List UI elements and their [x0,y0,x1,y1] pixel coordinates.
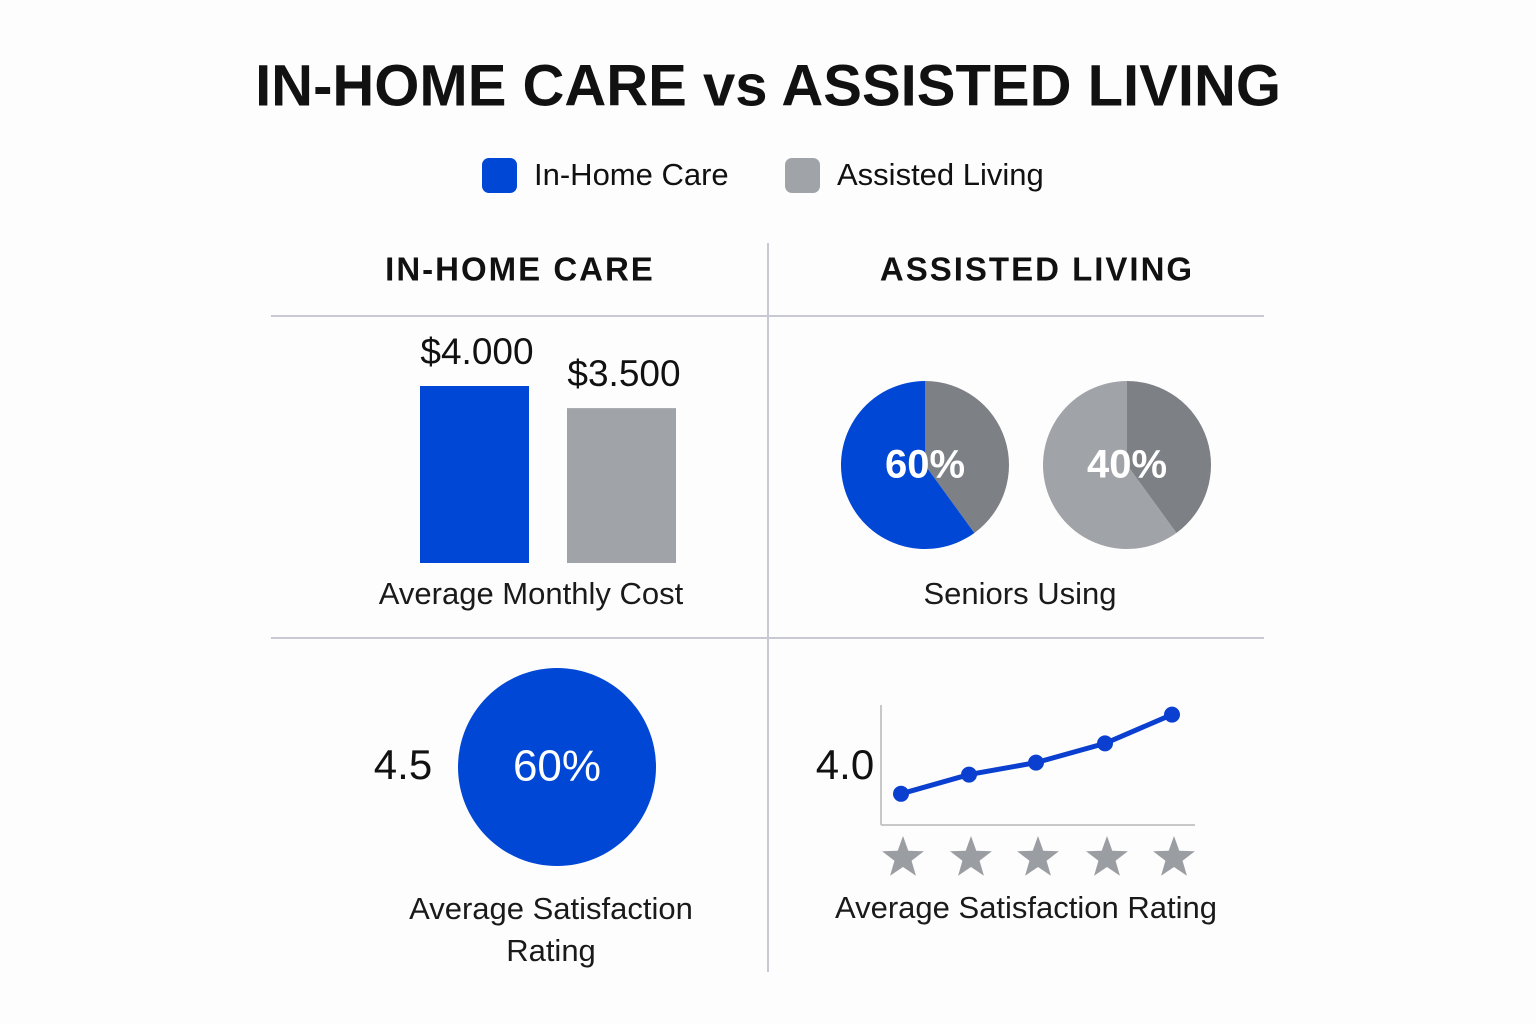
slice-label: 40% [1087,443,1167,487]
star [950,836,992,876]
rating: 4.5 [374,741,432,788]
circle-mark [458,668,656,866]
column-header: ASSISTED LIVING [880,251,1194,288]
bar [420,386,529,563]
title: IN-HOME CARE vs ASSISTED LIVING [255,53,1281,118]
star [882,836,924,876]
rating: 4.0 [816,741,874,788]
pie-slice [1127,381,1212,533]
legend-label: In-Home Care [534,157,729,192]
column-header: IN-HOME CARE [385,251,655,288]
star [1153,836,1195,876]
caption: Average Satisfaction Rating [409,891,693,968]
caption: Average Monthly Cost [379,576,684,611]
pie-slice [925,381,1009,533]
bar [567,408,676,563]
caption-box: Average Satisfaction Rating [409,891,693,968]
star [1017,836,1059,876]
point [1097,735,1113,752]
point [893,785,909,802]
legend-swatch [785,158,820,193]
legend-label: Assisted Living [837,157,1044,192]
legend-swatch [482,158,517,193]
star [1086,836,1128,876]
pie-slice [1043,381,1177,549]
pie-slice [840,381,975,549]
point [1164,706,1180,723]
value-label: $4.000 [420,331,533,372]
point [961,766,977,783]
caption: Average Satisfaction Rating [835,890,1217,925]
point [1028,754,1044,771]
circle-label: 60% [513,742,601,791]
value-label: $3.500 [567,353,680,394]
slice-label: 60% [885,443,965,487]
caption: Seniors Using [924,576,1117,611]
